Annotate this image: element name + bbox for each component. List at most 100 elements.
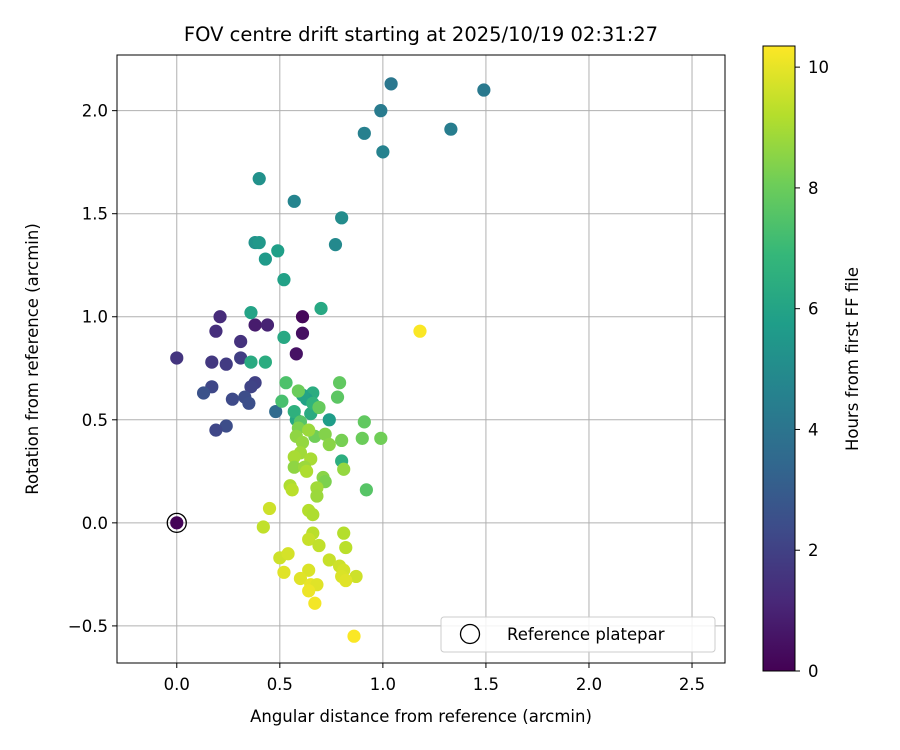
x-axis-label: Angular distance from reference (arcmin) [250,707,592,726]
legend-box [440,616,716,653]
data-point [289,347,303,361]
data-point [314,301,328,316]
data-point [279,376,293,390]
data-point [477,83,491,97]
data-point [244,380,258,394]
data-point [170,516,184,530]
legend-entry-label: Reference platepar [507,625,665,644]
data-point [281,547,295,561]
data-point [384,77,398,91]
data-point [335,211,349,225]
data-point [287,450,301,464]
data-point [285,483,299,497]
data-point [234,334,248,349]
data-point [328,238,343,252]
data-point [374,104,388,118]
data-point [302,423,316,437]
x-tick-label: 2.5 [679,675,705,694]
legend: Reference platepar [440,616,716,653]
data-point [258,252,272,266]
data-point [302,563,316,577]
data-point [262,501,277,516]
data-point [322,437,336,452]
data-point [318,427,332,441]
data-point [359,483,373,497]
x-tick-label: 0.0 [164,675,190,694]
colorbar-ticks: 0 2 4 6 8 10 [795,58,829,681]
chart-title: FOV centre drift starting at 2025/10/19 … [184,23,658,46]
data-point [225,392,240,406]
data-point [322,553,336,567]
data-point [332,376,347,390]
data-point [339,573,353,588]
data-point [312,538,326,553]
data-point [205,355,219,369]
y-axis-label: Rotation from reference (arcmin) [23,223,42,495]
data-point [322,413,336,427]
x-tick-label: 1.0 [370,675,396,694]
data-point [413,324,427,338]
data-point [209,324,223,338]
data-point [444,122,458,136]
y-tick-label: 2.0 [82,102,108,121]
data-point [312,400,326,415]
y-tick-label: −0.5 [68,617,108,636]
reference-platepar-marker [166,512,187,534]
x-tick-label: 1.5 [473,675,499,694]
data-point [306,508,320,522]
colorbar-tick-label: 4 [808,420,819,439]
colorbar [762,45,796,672]
data-point [357,126,371,140]
data-point [302,584,316,598]
data-point [277,330,291,344]
data-point [170,351,184,365]
data-point [287,404,301,419]
data-point [302,532,316,546]
data-point [213,310,227,324]
data-point [256,520,270,534]
data-point [349,569,363,584]
data-point [258,355,272,369]
data-point [300,464,314,478]
x-tick-label: 2.0 [576,675,602,694]
data-point [295,310,310,324]
data-point [219,419,233,433]
data-point [260,318,275,332]
data-point [252,172,266,186]
data-point [337,526,351,540]
data-point [248,318,262,332]
data-point [308,596,322,610]
x-tick-label: 0.5 [267,675,293,694]
data-point [209,423,223,437]
data-points [170,77,491,643]
plot-frame [116,54,726,664]
data-point [219,357,233,371]
reference-marker [166,512,187,534]
data-point [291,384,305,398]
y-tick-label: 0.5 [82,411,108,430]
data-point [277,565,291,579]
colorbar-label: Hours from first FF file [843,267,862,451]
y-tick-label: 0.0 [82,514,108,533]
data-point [287,460,301,474]
legend-marker-open-circle [459,623,481,645]
data-point [337,462,351,476]
data-point [374,431,388,445]
data-point [242,396,256,410]
data-point [244,355,258,369]
data-point [275,394,289,408]
y-axis-ticks: −0.5 0.0 0.5 1.0 1.5 2.0 [68,102,117,636]
data-point [376,145,390,159]
data-point [244,306,258,320]
data-point [293,571,308,586]
data-point [287,194,301,208]
data-point [234,351,248,365]
data-point [277,273,291,287]
data-point [295,326,310,340]
y-tick-label: 1.0 [82,308,108,327]
colorbar-tick-label: 10 [808,58,829,77]
data-point [330,390,345,404]
data-point [252,235,266,250]
data-point [310,489,324,503]
